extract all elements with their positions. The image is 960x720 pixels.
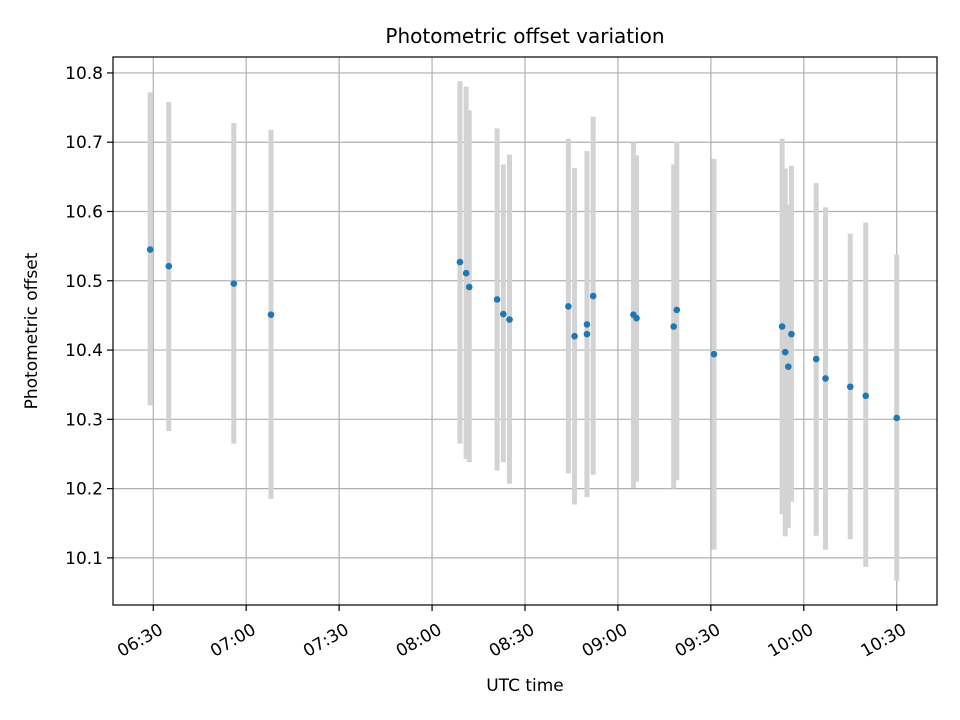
data-point [565, 303, 572, 310]
data-point [500, 310, 507, 318]
data-point [493, 296, 501, 303]
data-point [670, 323, 677, 330]
data-point [456, 258, 464, 266]
data-point [571, 332, 578, 340]
data-point [462, 269, 470, 277]
y-tick-label: 10.1 [65, 549, 103, 569]
data-point [146, 246, 154, 253]
x-axis-label: UTC time [486, 676, 564, 696]
data-point [506, 316, 513, 323]
y-tick-label: 10.8 [65, 64, 103, 84]
y-tick-label: 10.4 [65, 341, 103, 361]
chart-title: Photometric offset variation [385, 24, 664, 48]
data-point [862, 392, 870, 400]
y-tick-label: 10.5 [65, 272, 103, 292]
data-point [781, 348, 789, 356]
data-point [165, 262, 173, 270]
data-point [673, 306, 681, 314]
data-point [846, 383, 854, 391]
y-tick-label: 10.6 [65, 202, 103, 222]
y-axis-label: Photometric offset [22, 252, 42, 409]
data-point [822, 375, 829, 382]
data-point [230, 280, 238, 287]
data-point [267, 311, 275, 319]
data-point [589, 292, 597, 300]
y-tick-label: 10.2 [65, 480, 103, 500]
y-tick-label: 10.3 [65, 410, 103, 430]
point-layer [146, 246, 901, 422]
data-point [583, 321, 591, 328]
data-point [788, 330, 795, 338]
grid-layer [113, 57, 937, 605]
data-point [465, 283, 473, 291]
data-point [778, 323, 786, 330]
data-point [812, 355, 820, 363]
data-point [785, 363, 792, 370]
data-point [583, 330, 591, 338]
y-tick-label: 10.7 [65, 133, 103, 153]
data-point [710, 350, 718, 358]
data-point [633, 314, 640, 322]
data-point [893, 414, 901, 422]
